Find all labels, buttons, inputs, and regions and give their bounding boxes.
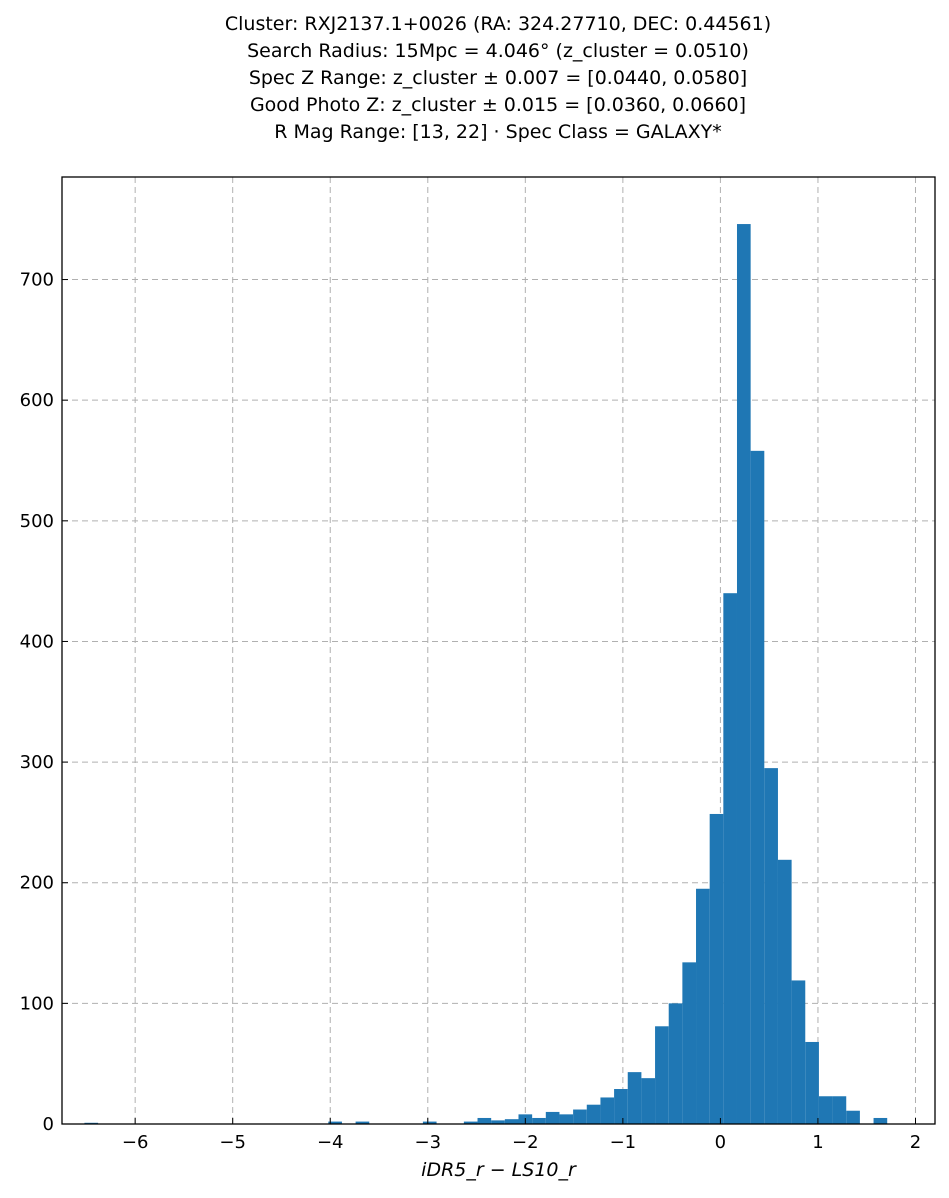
histogram-bar bbox=[627, 1072, 642, 1124]
histogram-bar bbox=[805, 1041, 819, 1124]
histogram-bar bbox=[846, 1110, 860, 1124]
chart-title: Cluster: RXJ2137.1+0026 (RA: 324.27710, … bbox=[225, 13, 771, 143]
histogram-bar bbox=[422, 1121, 437, 1124]
histogram-bar bbox=[696, 888, 710, 1124]
title-line: Cluster: RXJ2137.1+0026 (RA: 324.27710, … bbox=[225, 13, 771, 35]
x-tick-label: 1 bbox=[812, 1132, 823, 1153]
histogram-bar bbox=[328, 1121, 342, 1124]
y-tick-label: 300 bbox=[20, 752, 54, 773]
x-tick-label: −6 bbox=[122, 1132, 149, 1153]
histogram-bar bbox=[600, 1097, 615, 1124]
y-tick-label: 700 bbox=[20, 270, 54, 291]
x-tick-label: −5 bbox=[219, 1132, 246, 1153]
x-tick-label: 2 bbox=[910, 1132, 921, 1153]
histogram-bar bbox=[355, 1121, 370, 1124]
histogram-bar bbox=[736, 224, 751, 1124]
histogram-bar bbox=[573, 1109, 587, 1124]
x-tick-label: −4 bbox=[317, 1132, 344, 1153]
axis-ticks: −6 −5 −4 −3 −2 −1 0 1 2 0 100 200 300 400 500 600 700 bbox=[20, 270, 922, 1153]
histogram-bar bbox=[750, 450, 765, 1125]
histogram-bar bbox=[586, 1104, 601, 1124]
histogram-bar bbox=[723, 593, 737, 1124]
x-tick-label: −2 bbox=[512, 1132, 539, 1153]
plot-frame bbox=[61, 176, 936, 1125]
histogram-bar bbox=[614, 1089, 628, 1124]
x-tick-label: −1 bbox=[610, 1132, 637, 1153]
histogram-bars bbox=[84, 224, 888, 1125]
y-tick-label: 500 bbox=[20, 511, 54, 532]
histogram-bar bbox=[463, 1121, 478, 1124]
x-tick-label: 0 bbox=[715, 1132, 726, 1153]
title-line: R Mag Range: [13, 22] · Spec Class = GAL… bbox=[274, 121, 722, 143]
y-tick-label: 100 bbox=[20, 993, 54, 1014]
histogram-bar bbox=[818, 1096, 833, 1124]
y-tick-label: 0 bbox=[43, 1114, 54, 1135]
histogram-bar bbox=[682, 962, 697, 1124]
histogram-bar bbox=[791, 980, 806, 1124]
x-tick-label: −3 bbox=[415, 1132, 442, 1153]
y-tick-label: 400 bbox=[20, 631, 54, 652]
histogram-bar bbox=[641, 1078, 656, 1124]
histogram-bar bbox=[655, 1026, 669, 1124]
histogram-bar bbox=[873, 1117, 888, 1124]
histogram-bar bbox=[477, 1117, 492, 1124]
x-axis-label: iDR5_r − LS10_r bbox=[421, 1159, 577, 1181]
histogram-bar bbox=[764, 768, 778, 1124]
title-line: Search Radius: 15Mpc = 4.046° (z_cluster… bbox=[247, 40, 749, 62]
y-tick-label: 600 bbox=[20, 390, 54, 411]
histogram-bar bbox=[709, 813, 724, 1124]
histogram-bar bbox=[545, 1111, 560, 1124]
histogram-bar bbox=[668, 1003, 683, 1124]
histogram-bar bbox=[559, 1114, 574, 1124]
histogram-bar bbox=[504, 1119, 519, 1124]
title-line: Good Photo Z: z_cluster ± 0.015 = [0.036… bbox=[250, 94, 746, 116]
histogram-bar bbox=[532, 1117, 546, 1124]
histogram-bar bbox=[777, 859, 792, 1124]
y-tick-label: 200 bbox=[20, 873, 54, 894]
histogram-bar bbox=[832, 1096, 847, 1124]
title-line: Spec Z Range: z_cluster ± 0.007 = [0.044… bbox=[249, 67, 747, 89]
histogram-bar bbox=[491, 1120, 505, 1124]
